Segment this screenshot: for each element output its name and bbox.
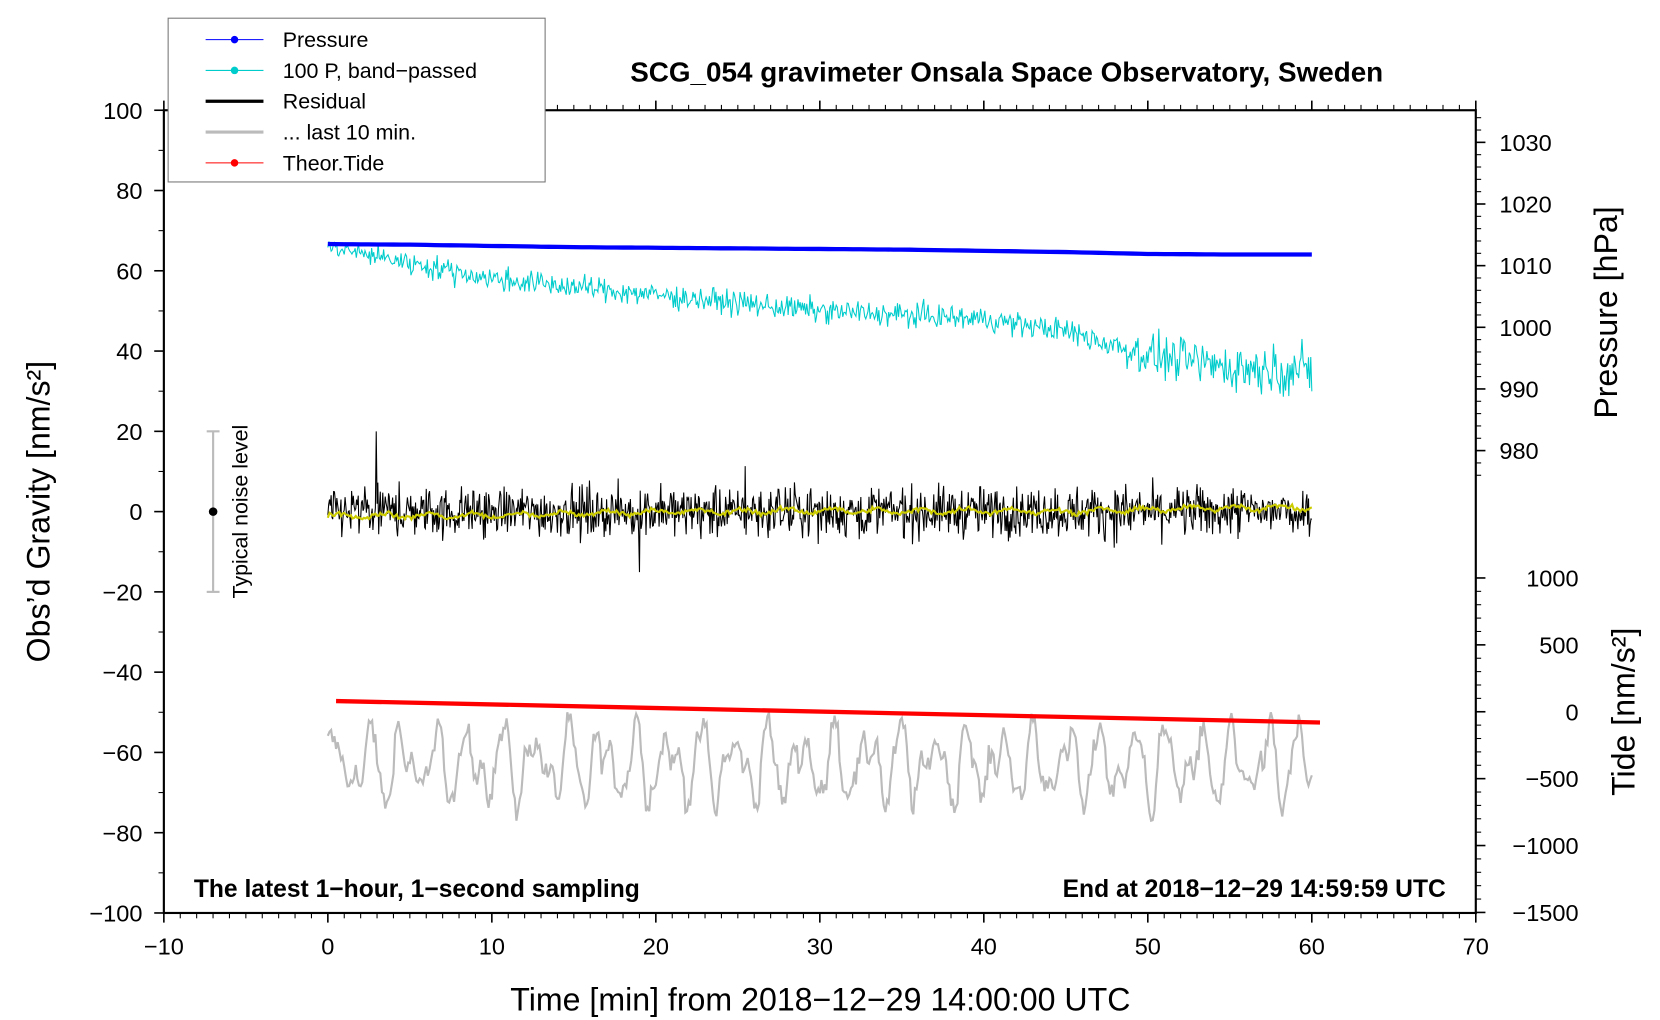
x-tick-label: 50: [1135, 934, 1161, 960]
y-tick-label: 40: [116, 339, 142, 365]
x-axis-label: Time [min] from 2018−12−29 14:00:00 UTC: [510, 981, 1130, 1017]
x-tick-label: 0: [321, 934, 334, 960]
legend-label: Theor.Tide: [283, 151, 385, 175]
x-tick-label: 20: [643, 934, 669, 960]
noise-label: Typical noise level: [228, 425, 252, 599]
tide-tick-label: 500: [1539, 632, 1578, 658]
y-tick-label: −20: [102, 579, 142, 605]
tide-tick-label: −1000: [1512, 833, 1578, 859]
legend-item: Pressure: [205, 28, 369, 52]
legend-item: Theor.Tide: [205, 151, 385, 175]
series-residual: [327, 431, 1313, 573]
series-layer: [326, 241, 1321, 823]
y-tick-label: −80: [102, 820, 142, 846]
pressure-tick-label: 1030: [1499, 130, 1551, 156]
legend-marker: [230, 159, 239, 167]
chart-title: SCG_054 gravimeter Onsala Space Observat…: [630, 56, 1383, 87]
legend-item: 100 P, band−passed: [205, 59, 477, 83]
x-tick-label: 70: [1463, 934, 1489, 960]
legend-marker: [230, 66, 239, 75]
legend-label: Residual: [283, 90, 366, 114]
pressure-tick-label: 1010: [1499, 253, 1551, 279]
tide-tick-label: 1000: [1526, 566, 1578, 592]
y-tick-label: −100: [89, 901, 142, 927]
series-last-10-min: [326, 710, 1313, 823]
y-tick-label: 60: [116, 258, 142, 284]
y-tick-label: 80: [116, 178, 142, 204]
y-tick-label: 20: [116, 419, 142, 445]
end-time-note: End at 2018−12−29 14:59:59 UTC: [1063, 876, 1446, 903]
y-tick-label: −60: [102, 740, 142, 766]
x-tick-label: 30: [807, 934, 833, 960]
x-tick-label: −10: [144, 934, 184, 960]
legend-label: ... last 10 min.: [283, 121, 416, 145]
legend: Pressure 100 P, band−passed Residual ... la…: [167, 17, 546, 183]
tide-tick-label: −500: [1526, 766, 1579, 792]
series-theor-tide: [336, 698, 1321, 725]
y-tick-label: 0: [129, 499, 142, 525]
y-tick-label: 100: [103, 98, 142, 124]
legend-item: Residual: [205, 90, 366, 114]
y-axis-label-left: Obs’d Gravity [nm/s²]: [20, 361, 56, 662]
y-tick-label: −40: [102, 660, 142, 686]
noise-level-indicator: Typical noise level: [206, 425, 252, 599]
noise-center-dot: [208, 507, 218, 516]
legend-label: Pressure: [283, 28, 369, 52]
x-tick-label: 10: [479, 934, 505, 960]
x-tick-label: 60: [1299, 934, 1325, 960]
sampling-note: The latest 1−hour, 1−second sampling: [194, 876, 640, 903]
series-pressure: [327, 241, 1312, 257]
y-axis-label-tide: Tide [nm/s²]: [1605, 628, 1641, 796]
pressure-tick-label: 990: [1499, 377, 1538, 403]
legend-label: 100 P, band−passed: [283, 59, 477, 83]
tide-tick-label: −1500: [1512, 900, 1578, 926]
legend-marker: [230, 35, 239, 44]
series-residual-smoothed: [326, 502, 1313, 522]
y-axis-label-pressure: Pressure [hPa]: [1588, 206, 1624, 418]
series-band-passed: [327, 241, 1313, 397]
axes-ticks: −10 0 10 20 30 40 50 60 70100806040200−20−40−60−…: [89, 98, 1578, 960]
pressure-tick-label: 1020: [1499, 192, 1551, 218]
pressure-tick-label: 1000: [1499, 315, 1551, 341]
tide-tick-label: 0: [1565, 699, 1578, 725]
x-tick-label: 40: [971, 934, 997, 960]
pressure-tick-label: 980: [1499, 438, 1538, 464]
legend-item: ... last 10 min.: [205, 121, 416, 145]
